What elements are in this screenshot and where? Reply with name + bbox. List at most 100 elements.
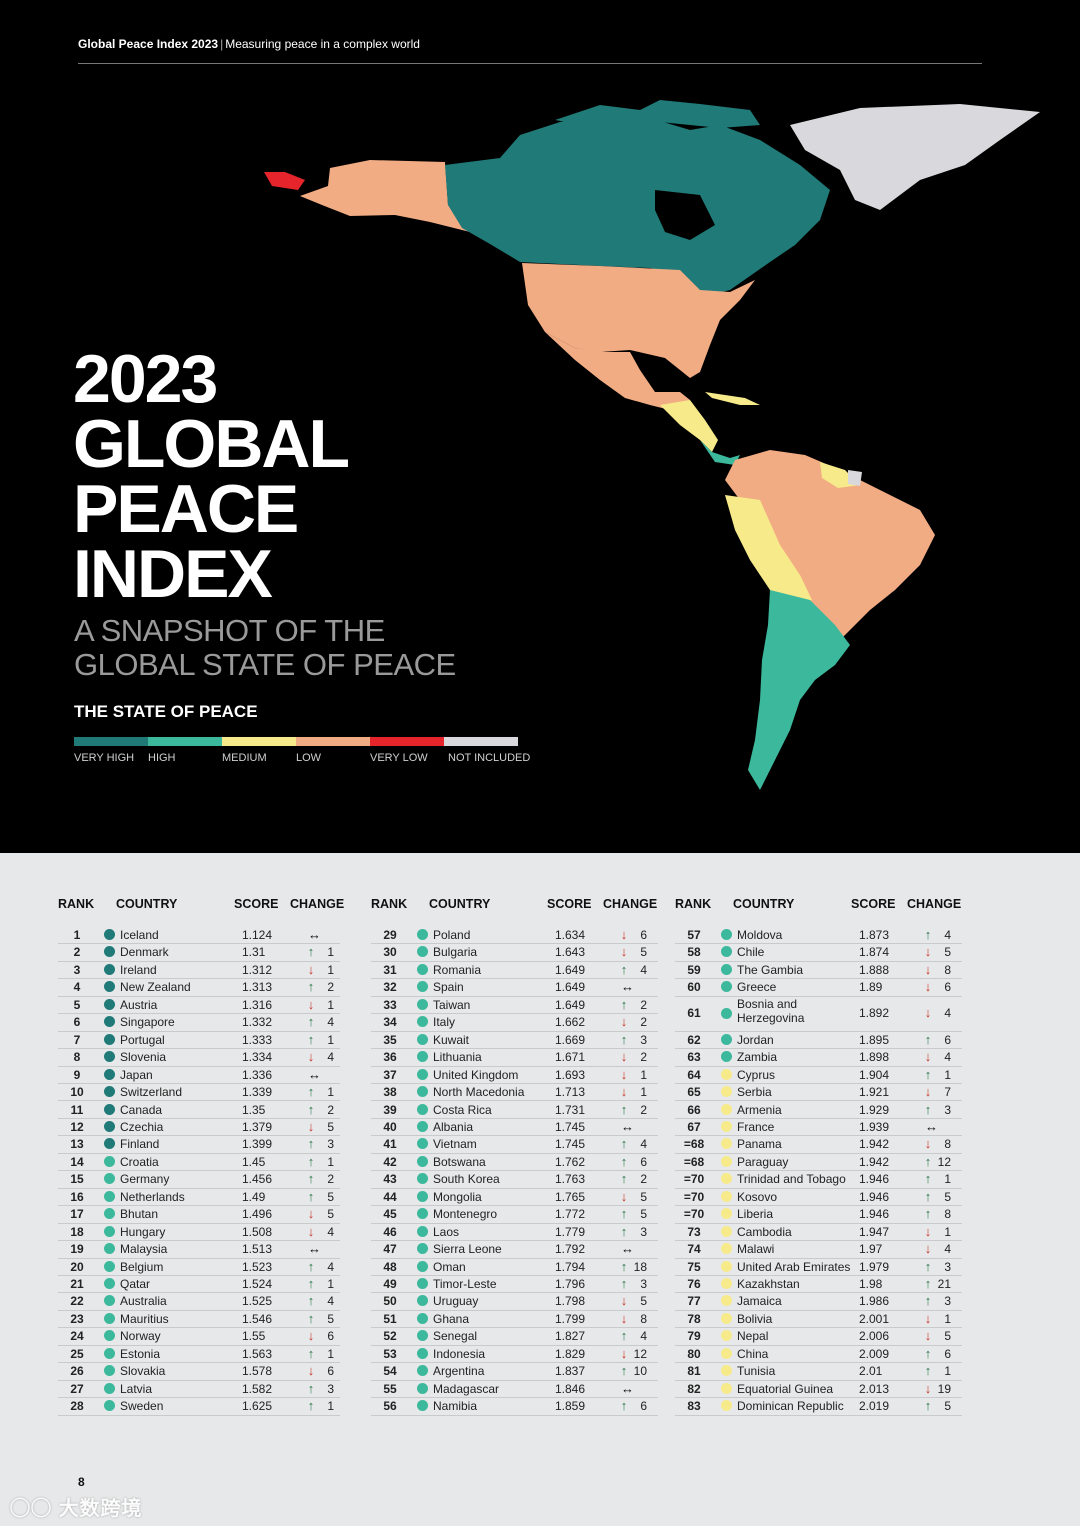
arrow-up-icon: ↑ xyxy=(307,1153,315,1169)
peace-level-dot xyxy=(417,1120,428,1132)
peace-level-dot xyxy=(721,1400,732,1412)
arrow-up-icon: ↑ xyxy=(307,1171,315,1187)
rank-cell: =68 xyxy=(683,1154,705,1169)
table-row: 27 Latvia 1.582 ↑ 3 xyxy=(58,1380,340,1399)
arrow-up-icon: ↑ xyxy=(620,1398,628,1414)
peace-level-dot xyxy=(721,1225,732,1237)
arrow-up-icon: ↑ xyxy=(307,1258,315,1274)
change-cell: 5 xyxy=(640,945,647,960)
change-cell: 3 xyxy=(327,1137,334,1152)
change-cell: 3 xyxy=(944,1259,951,1274)
country-cell: Ghana xyxy=(433,1311,470,1326)
country-cell: Zambia xyxy=(737,1050,778,1065)
peace-level-dot xyxy=(721,1173,732,1185)
peace-level-dot xyxy=(417,1190,428,1202)
peace-level-dot xyxy=(104,981,115,993)
rank-cell: 43 xyxy=(383,1172,397,1187)
change-cell: 4 xyxy=(944,1242,951,1257)
country-cell: Kuwait xyxy=(433,1032,470,1047)
rank-cell: 63 xyxy=(687,1050,701,1065)
peace-level-dot xyxy=(104,1330,115,1342)
rank-cell: 52 xyxy=(383,1329,397,1344)
rank-cell: 34 xyxy=(383,1015,397,1030)
table-row: 40 Albania 1.745 ↔ xyxy=(371,1118,658,1137)
country-cell: China xyxy=(737,1346,769,1361)
rank-cell: 81 xyxy=(687,1364,701,1379)
peace-level-dot xyxy=(417,1347,428,1359)
peace-level-dot xyxy=(104,1382,115,1394)
score-cell: 1.859 xyxy=(555,1399,586,1414)
arrow-up-icon: ↑ xyxy=(620,1258,628,1274)
peace-level-dot xyxy=(104,1312,115,1324)
peace-level-dot xyxy=(104,1086,115,1098)
arrow-down-icon: ↓ xyxy=(307,1223,315,1239)
rank-cell: 25 xyxy=(70,1346,84,1361)
table-row: 49 Timor-Leste 1.796 ↑ 3 xyxy=(371,1275,658,1294)
country-cell: Belgium xyxy=(120,1259,164,1274)
change-cell: 4 xyxy=(944,928,951,942)
change-cell: 8 xyxy=(944,1207,951,1222)
rank-cell: 32 xyxy=(383,980,397,995)
peace-level-dot xyxy=(104,1295,115,1307)
score-cell: 1.339 xyxy=(242,1085,273,1100)
column-header-rank: RANK xyxy=(371,897,408,911)
score-cell: 1.846 xyxy=(555,1381,586,1396)
table-row: 77 Jamaica 1.986 ↑ 3 xyxy=(675,1292,962,1311)
change-cell: 5 xyxy=(640,1189,647,1204)
table-row: 37 United Kingdom 1.693 ↓ 1 xyxy=(371,1066,658,1085)
change-cell: 18 xyxy=(633,1259,647,1274)
change-cell: 7 xyxy=(944,1085,951,1100)
peace-level-dot xyxy=(104,1051,115,1063)
rank-cell: 37 xyxy=(383,1067,397,1082)
country-cell: New Zealand xyxy=(120,980,191,995)
arrow-up-icon: ↑ xyxy=(620,1101,628,1117)
country-cell: Romania xyxy=(433,962,482,977)
score-cell: 1.693 xyxy=(555,1067,586,1082)
rank-cell: 18 xyxy=(70,1224,84,1239)
country-cell: Namibia xyxy=(433,1399,478,1414)
arrow-down-icon: ↓ xyxy=(620,1188,628,1204)
map-central-america xyxy=(660,400,718,452)
country-cell: Lithuania xyxy=(433,1050,482,1065)
rank-cell: 62 xyxy=(687,1032,701,1047)
title-line: GLOBAL xyxy=(73,406,350,482)
arrow-up-icon: ↑ xyxy=(620,961,628,977)
table-row: 33 Taiwan 1.649 ↑ 2 xyxy=(371,996,658,1015)
peace-level-dot xyxy=(721,963,732,975)
rank-cell: 77 xyxy=(687,1294,701,1309)
arrow-up-icon: ↑ xyxy=(924,1293,932,1309)
country-cell: Norway xyxy=(120,1329,161,1344)
peace-level-dot xyxy=(721,1103,732,1115)
change-cell: 3 xyxy=(944,1294,951,1309)
rank-cell: 28 xyxy=(70,1399,84,1414)
table-row: 55 Madagascar 1.846 ↔ xyxy=(371,1380,658,1399)
country-cell: The Gambia xyxy=(737,962,804,977)
rank-cell: 50 xyxy=(383,1294,397,1309)
score-cell: 1.873 xyxy=(859,928,890,942)
country-cell: Iceland xyxy=(120,928,159,942)
change-cell: 4 xyxy=(640,1137,647,1152)
change-cell: 2 xyxy=(327,1172,334,1187)
score-cell: 1.765 xyxy=(555,1189,586,1204)
table-row: 1 Iceland 1.124 ↔ xyxy=(58,926,340,945)
arrow-up-icon: ↑ xyxy=(620,1031,628,1047)
table-row: 4 New Zealand 1.313 ↑ 2 xyxy=(58,978,340,997)
legend-title: THE STATE OF PEACE xyxy=(74,702,258,721)
rank-cell: 56 xyxy=(383,1399,397,1414)
peace-level-dot xyxy=(721,1295,732,1307)
rank-cell: 65 xyxy=(687,1085,701,1100)
country-cell: Cambodia xyxy=(737,1224,792,1239)
table-row: 80 China 2.009 ↑ 6 xyxy=(675,1345,962,1364)
arrow-down-icon: ↓ xyxy=(620,927,628,942)
arrow-down-icon: ↓ xyxy=(307,1206,315,1222)
country-cell: Australia xyxy=(120,1294,167,1309)
rank-cell: 4 xyxy=(73,980,81,995)
peace-level-dot xyxy=(104,1103,115,1115)
score-cell: 1.546 xyxy=(242,1311,273,1326)
arrow-up-icon: ↑ xyxy=(307,979,315,995)
country-cell: France xyxy=(737,1119,775,1134)
table-row: 16 Netherlands 1.49 ↑ 5 xyxy=(58,1188,340,1207)
change-cell: 5 xyxy=(640,1294,647,1309)
country-cell: Montenegro xyxy=(433,1207,498,1222)
country-cell: Albania xyxy=(433,1119,474,1134)
